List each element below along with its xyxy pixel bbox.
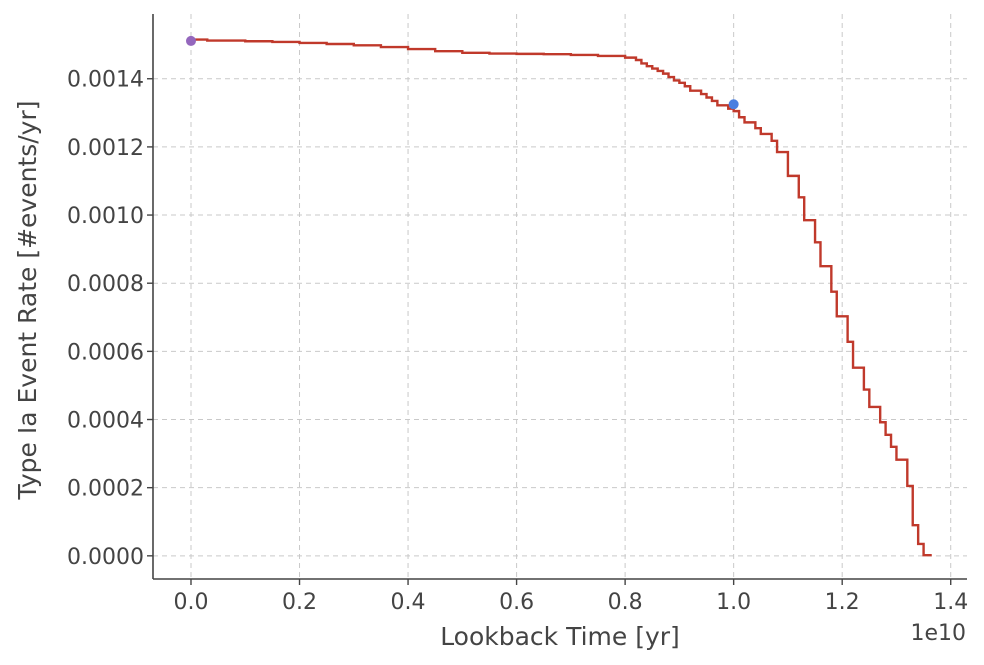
y-tick-label: 0.0006 (67, 340, 144, 365)
y-tick-label: 0.0012 (67, 136, 144, 161)
y-tick-label: 0.0014 (67, 68, 144, 93)
x-axis-ticks: 0.0 0.2 0.4 0.6 0.8 1.0 1.2 1.4 (173, 579, 968, 615)
y-tick-label: 0.0004 (67, 409, 144, 434)
x-tick-label: 0.4 (391, 590, 426, 615)
x-tick-label: 0.0 (173, 590, 208, 615)
plot-series (185, 35, 932, 557)
y-tick-label: 0.0000 (67, 545, 144, 570)
x-tick-label: 0.8 (608, 590, 643, 615)
data-point-marker (185, 35, 196, 46)
x-tick-label: 1.0 (716, 590, 751, 615)
y-axis-label: Type Ia Event Rate [#events/yr] (13, 100, 42, 500)
axes-spines (152, 14, 967, 580)
x-tick-label: 1.2 (825, 590, 860, 615)
data-point-marker (728, 99, 739, 110)
y-tick-label: 0.0010 (67, 204, 144, 229)
y-tick-label: 0.0008 (67, 272, 144, 297)
x-tick-label: 1.4 (933, 590, 968, 615)
grid-lines (153, 14, 967, 579)
x-axis-offset-text: 1e10 (910, 621, 966, 646)
x-tick-label: 0.6 (499, 590, 534, 615)
rate-step-line (190, 38, 932, 557)
x-tick-label: 0.2 (282, 590, 317, 615)
x-axis-label: Lookback Time [yr] (440, 622, 680, 651)
y-tick-label: 0.0002 (67, 477, 144, 502)
y-axis-ticks: 0.0000 0.0002 0.0004 0.0006 0.0008 0.0010 0.00… (67, 68, 153, 570)
